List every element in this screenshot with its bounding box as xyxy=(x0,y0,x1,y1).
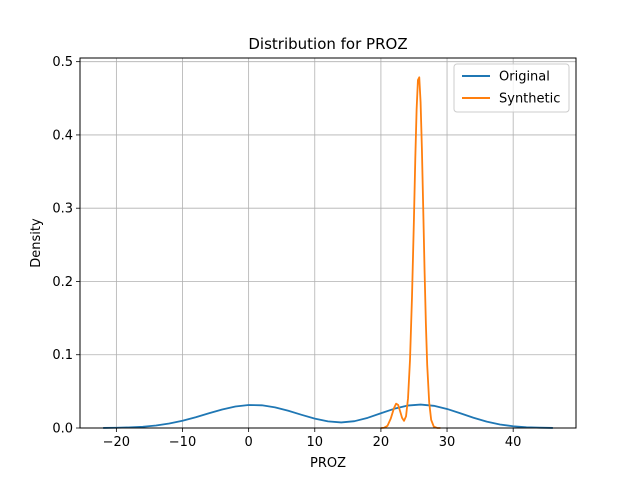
x-tick-label: 30 xyxy=(439,435,456,450)
y-tick-label: 0.0 xyxy=(52,422,73,437)
y-axis-label: Density xyxy=(29,218,44,268)
y-axis-ticks: 0.0 0.1 0.2 0.3 0.4 0.5 xyxy=(52,55,80,437)
series-line-original xyxy=(103,403,553,429)
legend-label-original: Original xyxy=(499,70,550,85)
y-tick-label: 0.5 xyxy=(52,55,73,70)
y-tick-label: 0.3 xyxy=(52,202,73,217)
legend-label-synthetic: Synthetic xyxy=(499,92,560,107)
x-axis-label: PROZ xyxy=(310,456,346,471)
y-tick-label: 0.1 xyxy=(52,348,73,363)
x-tick-label: −10 xyxy=(169,435,196,450)
x-tick-label: 0 xyxy=(244,435,252,450)
x-tick-label: 40 xyxy=(505,435,522,450)
y-tick-label: 0.2 xyxy=(52,275,73,290)
y-tick-label: 0.4 xyxy=(52,128,73,143)
plot-frame xyxy=(79,57,577,429)
series-layer xyxy=(103,76,553,429)
x-tick-label: 10 xyxy=(306,435,323,450)
x-tick-label: −20 xyxy=(103,435,130,450)
x-tick-label: 20 xyxy=(373,435,390,450)
legend: Original Synthetic xyxy=(453,63,570,113)
chart-title: Distribution for PROZ xyxy=(248,35,407,53)
x-axis-ticks: −20 −10 0 10 20 30 40 xyxy=(103,428,522,450)
plot-area xyxy=(80,58,576,428)
series-line-synthetic xyxy=(380,76,441,429)
